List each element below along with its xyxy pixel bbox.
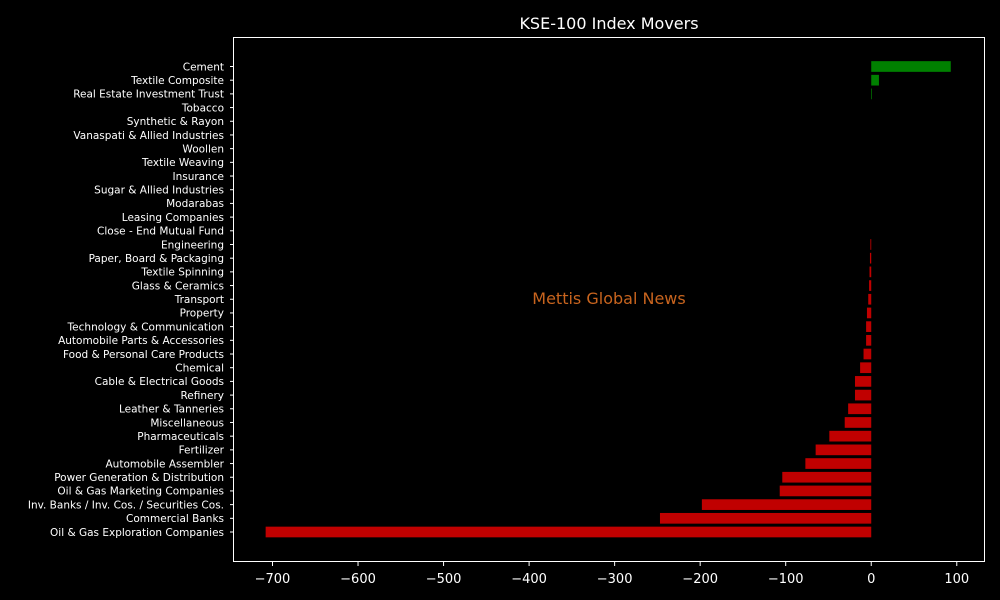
bar <box>870 239 872 250</box>
y-tick-label: Insurance <box>172 171 224 183</box>
y-tick-label: Cable & Electrical Goods <box>95 376 224 388</box>
bar <box>844 417 872 428</box>
y-tick-label: Close - End Mutual Fund <box>97 226 224 238</box>
x-tick-label: 0 <box>867 572 875 587</box>
y-tick-label: Synthetic & Rayon <box>127 116 224 128</box>
bar <box>866 334 872 346</box>
y-tick-label: Modarabas <box>166 198 224 210</box>
bar <box>860 362 872 374</box>
x-tick-label: −700 <box>255 572 291 587</box>
y-tick-label: Power Generation & Distribution <box>54 472 224 484</box>
x-tick-label: −300 <box>597 572 633 587</box>
bar <box>265 526 872 538</box>
bar <box>866 307 872 319</box>
y-tick-label: Pharmaceuticals <box>137 431 224 443</box>
bar <box>868 293 872 305</box>
y-tick-label: Paper, Board & Packaging <box>89 253 224 265</box>
y-tick-label: Refinery <box>180 390 224 402</box>
y-tick-label: Oil & Gas Marketing Companies <box>57 486 224 498</box>
bar <box>815 444 872 456</box>
y-tick-label: Fertilizer <box>179 445 225 457</box>
bar <box>779 485 872 497</box>
bar <box>805 458 872 469</box>
y-tick-label: Leasing Companies <box>122 212 224 224</box>
bar <box>848 403 872 415</box>
y-tick-label: Textile Composite <box>130 75 224 87</box>
y-tick-label: Property <box>180 308 224 320</box>
x-tick-label: 100 <box>944 572 969 587</box>
bar <box>863 348 872 360</box>
y-tick-label: Inv. Banks / Inv. Cos. / Securities Cos. <box>28 499 224 511</box>
bar <box>869 280 872 291</box>
x-tick-label: −400 <box>511 572 547 587</box>
y-tick-label: Food & Personal Care Products <box>63 349 224 361</box>
bar <box>701 499 872 510</box>
x-tick-label: −200 <box>682 572 718 587</box>
bar <box>829 430 872 442</box>
chart-title: KSE-100 Index Movers <box>519 14 698 33</box>
bar <box>871 88 872 100</box>
y-tick-label: Textile Spinning <box>140 267 224 279</box>
bar <box>782 471 872 483</box>
x-tick-label: −500 <box>426 572 462 587</box>
y-tick-label: Sugar & Allied Industries <box>94 185 224 197</box>
y-tick-label: Oil & Gas Exploration Companies <box>50 527 224 539</box>
y-tick-label: Vanaspati & Allied Industries <box>73 130 224 142</box>
y-tick-label: Woollen <box>182 143 224 155</box>
y-tick-label: Automobile Parts & Accessories <box>58 335 224 347</box>
bar <box>871 74 879 86</box>
y-tick-label: Miscellaneous <box>150 417 224 429</box>
y-tick-label: Real Estate Investment Trust <box>73 89 224 101</box>
bar <box>866 321 872 332</box>
bars-layer <box>265 61 951 538</box>
bar <box>854 376 872 387</box>
y-tick-label: Leather & Tanneries <box>119 404 224 416</box>
y-tick-label: Automobile Assembler <box>106 458 225 470</box>
watermark-text: Mettis Global News <box>532 289 685 308</box>
y-tick-label: Transport <box>174 294 224 306</box>
y-tick-label: Tobacco <box>181 102 224 114</box>
x-ticks: −700 −600 −500 −400 −300 −200 −100 0 100 <box>255 561 969 587</box>
y-tick-label: Textile Weaving <box>141 157 224 169</box>
y-tick-label: Chemical <box>175 363 224 375</box>
bar <box>871 61 951 72</box>
y-tick-label: Technology & Communication <box>67 321 224 333</box>
x-tick-label: −600 <box>340 572 376 587</box>
bar <box>854 389 872 401</box>
y-tick-label: Glass & Ceramics <box>132 280 224 292</box>
y-tick-labels: Cement Textile Composite Real Estate Inves… <box>28 61 234 539</box>
bar <box>869 252 872 264</box>
y-tick-label: Cement <box>183 61 224 73</box>
bar <box>869 266 872 278</box>
bar <box>659 512 872 524</box>
y-tick-label: Engineering <box>161 239 224 251</box>
x-tick-label: −100 <box>768 572 804 587</box>
y-tick-label: Commercial Banks <box>126 513 224 525</box>
